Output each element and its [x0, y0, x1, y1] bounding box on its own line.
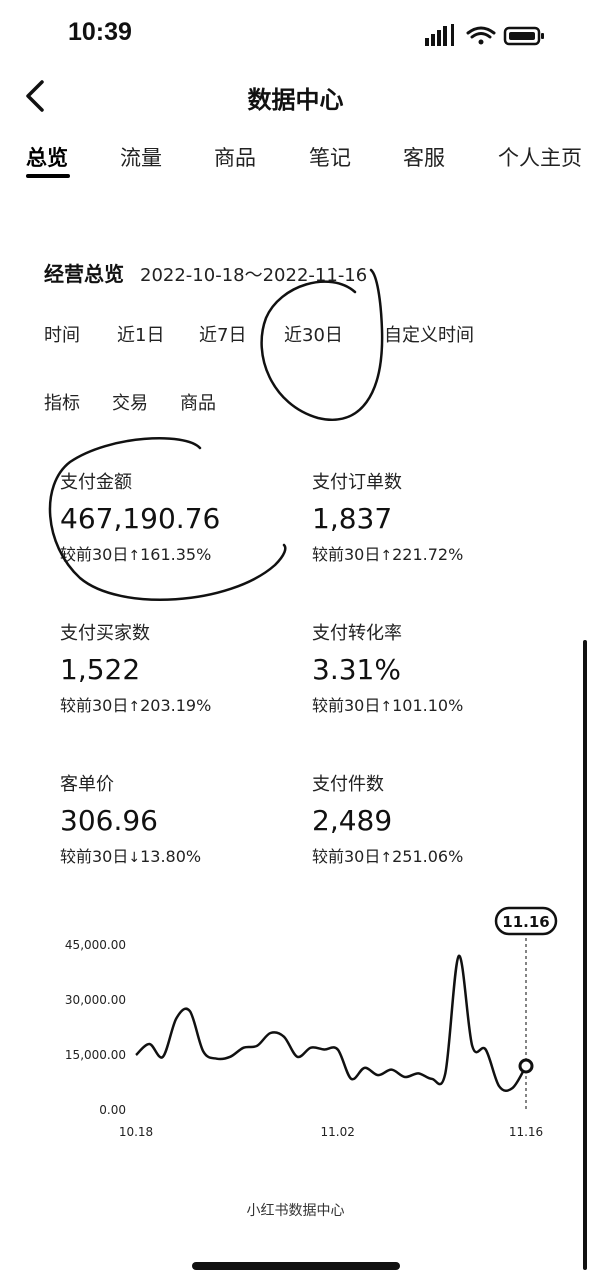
- highlight-label-bubble: [494, 906, 558, 936]
- wifi-icon: [466, 26, 496, 45]
- metric-change: 较前30日↑161.35%: [60, 541, 220, 565]
- y-tick-label: 15,000.00: [65, 1048, 126, 1062]
- x-tick-label: 11.02: [321, 1125, 355, 1139]
- time-option-7d[interactable]: 近7日: [199, 325, 247, 346]
- metric-change: 较前30日↑221.72%: [312, 541, 463, 565]
- metric-label: 支付转化率: [312, 623, 402, 644]
- metric-label: 客单价: [60, 774, 114, 795]
- metric-card[interactable]: 支付件数 2,489 较前30日↑251.06%: [312, 770, 463, 867]
- scrollbar[interactable]: [583, 640, 587, 1270]
- overview-date-range: 2022-10-18～2022-11-16: [140, 265, 368, 286]
- metric-label: 支付金额: [60, 472, 132, 493]
- arrow-down-icon: ↓: [128, 850, 141, 866]
- metric-change-value: 203.19%: [140, 696, 212, 715]
- home-indicator[interactable]: [192, 1262, 400, 1270]
- time-filter-label: 时间: [44, 325, 80, 346]
- metric-change-value: 251.06%: [392, 847, 464, 866]
- status-time: 10:39: [68, 18, 132, 46]
- metric-change-prefix: 较前30日: [312, 696, 381, 715]
- x-tick-label: 10.18: [119, 1125, 153, 1139]
- arrow-up-icon: ↑: [128, 699, 141, 715]
- page-title: 数据中心: [247, 86, 344, 114]
- tab-traffic[interactable]: 流量: [120, 146, 162, 170]
- y-tick-label: 45,000.00: [65, 938, 126, 952]
- metric-filter-label: 指标: [44, 393, 80, 414]
- metric-value: 1,837: [312, 502, 393, 535]
- arrow-up-icon: ↑: [380, 548, 393, 564]
- metric-change-value: 13.80%: [140, 847, 202, 866]
- metric-change-value: 161.35%: [140, 545, 212, 564]
- metric-change-prefix: 较前30日: [312, 847, 381, 866]
- chevron-left-icon: [26, 80, 44, 112]
- tab-products[interactable]: 商品: [214, 146, 256, 170]
- metric-value: 467,190.76: [60, 502, 221, 535]
- metric-change: 较前30日↓13.80%: [60, 843, 201, 867]
- metric-card[interactable]: 支付买家数 1,522 较前30日↑203.19%: [60, 619, 211, 716]
- metric-card[interactable]: 支付金额 467,190.76 较前30日↑161.35%: [60, 468, 220, 565]
- overview-title: 经营总览: [44, 262, 124, 286]
- tab-personal-page[interactable]: 个人主页: [498, 146, 582, 170]
- metric-change: 较前30日↑203.19%: [60, 692, 211, 716]
- metric-change-value: 101.10%: [392, 696, 464, 715]
- active-tab-indicator: [26, 174, 70, 178]
- metric-value: 306.96: [60, 804, 158, 837]
- tab-customer-service[interactable]: 客服: [403, 146, 445, 170]
- series-line: [135, 954, 528, 1092]
- arrow-up-icon: ↑: [128, 548, 141, 564]
- status-icons: [425, 24, 544, 46]
- tab-overview[interactable]: 总览: [26, 146, 68, 170]
- metric-label: 支付买家数: [60, 623, 150, 644]
- x-tick-label: 11.16: [509, 1125, 543, 1139]
- metric-card[interactable]: 支付订单数 1,837 较前30日↑221.72%: [312, 468, 463, 565]
- metric-label: 支付订单数: [312, 472, 402, 493]
- metric-change: 较前30日↑251.06%: [312, 843, 463, 867]
- y-tick-label: 0.00: [99, 1103, 126, 1117]
- metric-value: 2,489: [312, 804, 393, 837]
- time-option-30d[interactable]: 近30日: [284, 325, 343, 346]
- metric-option-trade[interactable]: 交易: [112, 393, 148, 414]
- metric-change-prefix: 较前30日: [312, 545, 381, 564]
- footer-text: 小红书数据中心: [246, 1203, 345, 1219]
- metric-change-prefix: 较前30日: [60, 545, 129, 564]
- metric-change-value: 221.72%: [392, 545, 464, 564]
- tab-notes[interactable]: 笔记: [309, 146, 351, 170]
- signal-icon: [425, 24, 454, 46]
- metric-change-prefix: 较前30日: [60, 847, 129, 866]
- battery-icon: [503, 26, 544, 46]
- back-button[interactable]: [20, 76, 54, 116]
- tab-bar: 总览 流量 商品 笔记 客服 个人主页: [0, 138, 591, 182]
- metric-option-product[interactable]: 商品: [180, 393, 216, 414]
- metric-value: 1,522: [60, 653, 141, 686]
- arrow-up-icon: ↑: [380, 699, 393, 715]
- arrow-up-icon: ↑: [380, 850, 393, 866]
- highlight-point: [518, 1058, 534, 1074]
- metric-change: 较前30日↑101.10%: [312, 692, 463, 716]
- metric-card[interactable]: 支付转化率 3.31% 较前30日↑101.10%: [312, 619, 463, 716]
- metric-label: 支付件数: [312, 774, 384, 795]
- highlight-label: 11.16: [502, 913, 549, 931]
- time-option-1d[interactable]: 近1日: [117, 325, 165, 346]
- time-option-custom[interactable]: 自定义时间: [384, 325, 474, 346]
- metric-value: 3.31%: [312, 653, 401, 686]
- metric-card[interactable]: 客单价 306.96 较前30日↓13.80%: [60, 770, 201, 867]
- metric-change-prefix: 较前30日: [60, 696, 129, 715]
- trend-chart[interactable]: 45,000.00 30,000.00 15,000.00 0.00 10.18 11.0…: [40, 900, 580, 1150]
- y-tick-label: 30,000.00: [65, 993, 126, 1007]
